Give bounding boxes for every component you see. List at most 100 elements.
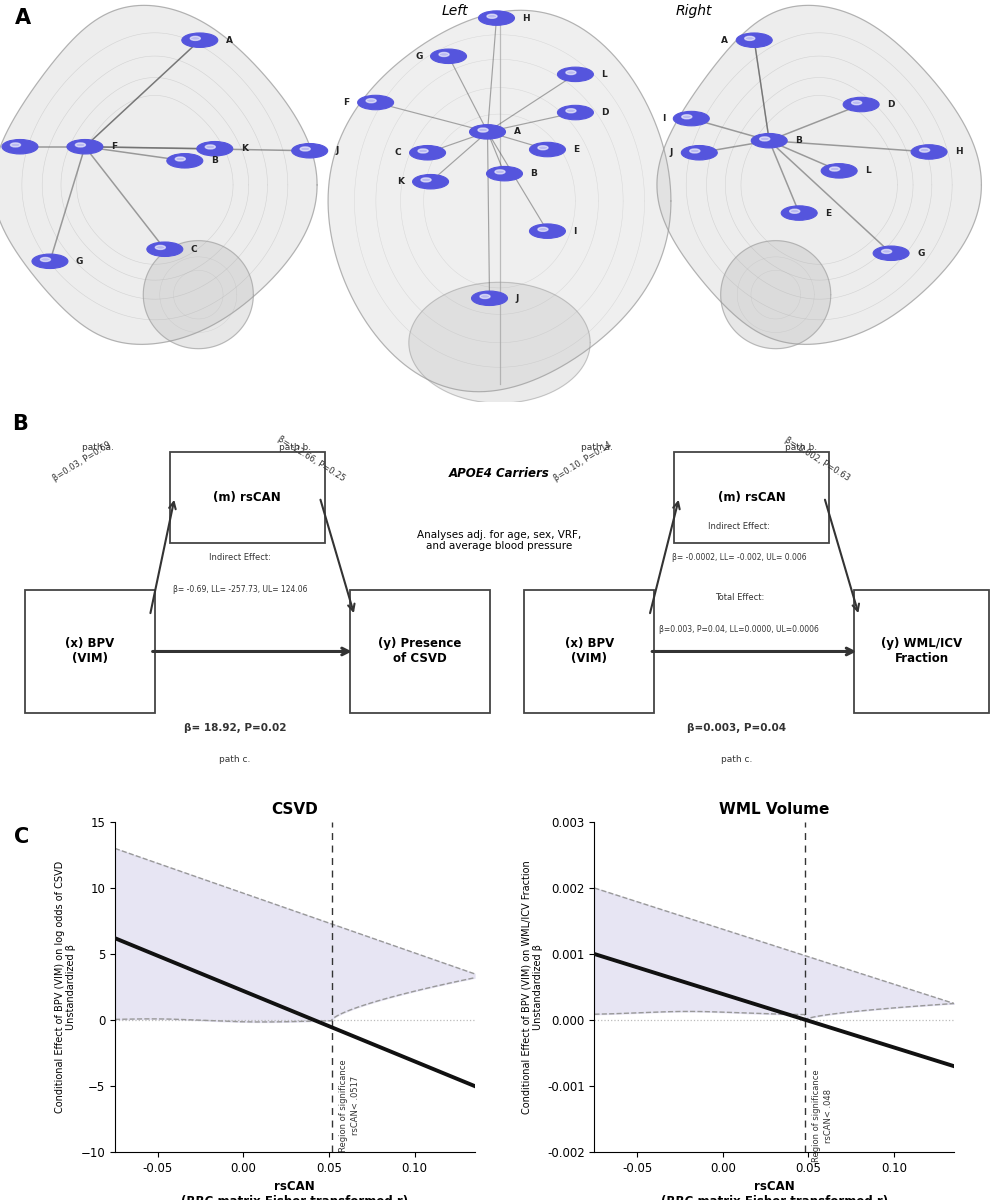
X-axis label: rsCAN
(RRC matrix Fisher transformed r): rsCAN (RRC matrix Fisher transformed r)	[181, 1181, 409, 1200]
Text: Indirect Effect:: Indirect Effect:	[708, 522, 770, 530]
Circle shape	[175, 157, 186, 161]
Circle shape	[439, 53, 450, 56]
Text: Analyses adj. for age, sex, VRF,
and average blood pressure: Analyses adj. for age, sex, VRF, and ave…	[418, 529, 581, 551]
FancyBboxPatch shape	[674, 451, 829, 542]
Text: β=0.003, P=0.04: β=0.003, P=0.04	[686, 722, 786, 733]
Text: E: E	[573, 145, 579, 154]
Circle shape	[919, 148, 930, 152]
Text: (m) rsCAN: (m) rsCAN	[718, 491, 785, 504]
Text: Region of significance
rsCAN< .0517: Region of significance rsCAN< .0517	[339, 1060, 360, 1152]
Text: K: K	[241, 144, 248, 154]
Polygon shape	[657, 5, 981, 344]
Text: C: C	[191, 245, 198, 253]
Circle shape	[197, 142, 233, 156]
Text: J: J	[336, 146, 339, 155]
Text: K: K	[398, 178, 405, 186]
Text: Region of significance
rsCAN< .048: Region of significance rsCAN< .048	[812, 1069, 833, 1162]
Text: Indirect Effect:: Indirect Effect:	[209, 553, 271, 563]
Y-axis label: Conditional Effect of BPV (VIM) on log odds of CSVD
Unstandardized β: Conditional Effect of BPV (VIM) on log o…	[55, 860, 76, 1114]
Circle shape	[565, 109, 576, 113]
Circle shape	[32, 254, 68, 269]
Text: (m) rsCAN: (m) rsCAN	[214, 491, 281, 504]
Text: path b.: path b.	[785, 443, 817, 451]
Polygon shape	[720, 241, 831, 349]
Text: F: F	[111, 143, 117, 151]
Circle shape	[529, 143, 565, 157]
Circle shape	[821, 163, 857, 178]
Circle shape	[478, 128, 489, 132]
Circle shape	[689, 149, 700, 152]
Text: J: J	[670, 149, 673, 157]
Circle shape	[292, 144, 328, 158]
Y-axis label: Conditional Effect of BPV (VIM) on WML/ICV Fraction
Unstandardized β: Conditional Effect of BPV (VIM) on WML/I…	[521, 860, 542, 1114]
Circle shape	[418, 149, 429, 152]
Circle shape	[789, 209, 800, 214]
Circle shape	[470, 125, 505, 139]
Text: D: D	[601, 108, 609, 118]
Text: β= 18.92, P=0.02: β= 18.92, P=0.02	[184, 722, 286, 733]
Text: I: I	[662, 114, 665, 124]
Text: β=0.03, P=0.69: β=0.03, P=0.69	[51, 440, 113, 484]
FancyBboxPatch shape	[854, 590, 989, 713]
Text: D: D	[887, 100, 895, 109]
Circle shape	[873, 246, 909, 260]
Circle shape	[565, 71, 576, 74]
Text: β= -22.66, P=0.25: β= -22.66, P=0.25	[277, 434, 347, 484]
Circle shape	[529, 224, 565, 239]
Circle shape	[480, 294, 491, 299]
Circle shape	[744, 36, 755, 41]
Circle shape	[147, 242, 183, 257]
Text: H: H	[955, 148, 963, 156]
Circle shape	[40, 258, 51, 262]
Text: J: J	[515, 294, 518, 302]
Circle shape	[472, 292, 507, 306]
Circle shape	[881, 250, 892, 253]
Circle shape	[759, 137, 770, 140]
FancyBboxPatch shape	[170, 451, 325, 542]
Circle shape	[358, 95, 394, 109]
Text: A: A	[15, 8, 31, 28]
Circle shape	[167, 154, 203, 168]
Polygon shape	[328, 11, 671, 391]
Text: Left: Left	[442, 4, 468, 18]
Circle shape	[190, 36, 201, 41]
Circle shape	[487, 167, 522, 181]
Text: B: B	[795, 136, 802, 145]
Text: C: C	[14, 827, 29, 847]
Text: (x) BPV
(VIM): (x) BPV (VIM)	[564, 637, 614, 666]
Text: path a.: path a.	[581, 443, 613, 451]
Text: (y) Presence
of CSVD: (y) Presence of CSVD	[378, 637, 462, 666]
Circle shape	[205, 145, 216, 149]
Text: β=0.10, P=0.14: β=0.10, P=0.14	[551, 440, 613, 484]
Text: APOE4 Carriers: APOE4 Carriers	[450, 467, 549, 480]
Text: G: G	[917, 248, 924, 258]
Text: path a.: path a.	[82, 443, 114, 451]
FancyBboxPatch shape	[524, 590, 654, 713]
Circle shape	[829, 167, 840, 172]
Circle shape	[851, 101, 862, 104]
Circle shape	[843, 97, 879, 112]
Circle shape	[751, 133, 787, 148]
Circle shape	[736, 32, 772, 48]
Title: WML Volume: WML Volume	[719, 802, 829, 817]
Text: B: B	[12, 414, 28, 434]
Text: A: A	[721, 36, 728, 44]
Circle shape	[673, 112, 709, 126]
Text: β=-0.002, P=0.63: β=-0.002, P=0.63	[783, 436, 851, 484]
Polygon shape	[409, 282, 590, 403]
Text: (y) WML/ICV
Fraction: (y) WML/ICV Fraction	[881, 637, 962, 666]
Text: L: L	[601, 70, 607, 79]
Polygon shape	[0, 5, 317, 344]
Text: β= -0.69, LL= -257.73, UL= 124.06: β= -0.69, LL= -257.73, UL= 124.06	[173, 586, 307, 594]
X-axis label: rsCAN
(RRC matrix Fisher transformed r): rsCAN (RRC matrix Fisher transformed r)	[660, 1181, 888, 1200]
Circle shape	[155, 246, 166, 250]
Circle shape	[366, 98, 377, 103]
Text: Right: Right	[676, 4, 712, 18]
Circle shape	[75, 143, 86, 146]
Text: B: B	[211, 156, 218, 166]
Circle shape	[431, 49, 467, 64]
Text: H: H	[522, 13, 530, 23]
Text: β=0.003, P=0.04, LL=0.0000, UL=0.0006: β=0.003, P=0.04, LL=0.0000, UL=0.0006	[659, 625, 819, 634]
Circle shape	[557, 106, 593, 120]
Circle shape	[300, 146, 311, 151]
